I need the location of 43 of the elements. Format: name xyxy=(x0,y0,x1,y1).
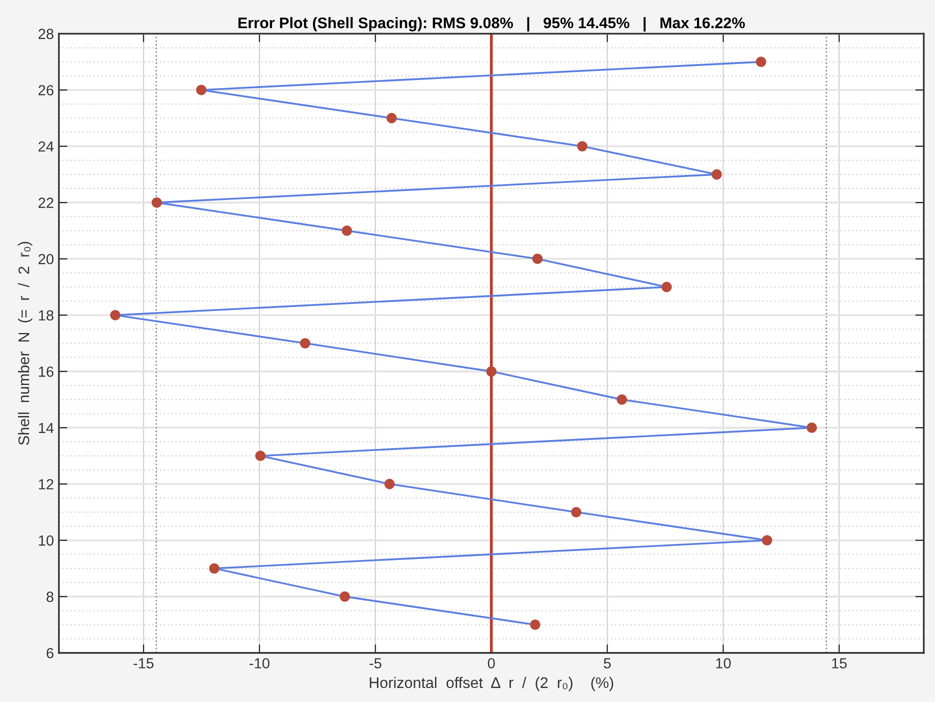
point xyxy=(486,366,497,377)
point xyxy=(532,254,543,264)
point xyxy=(712,169,722,180)
chart-title: Error Plot (Shell Spacing): RMS 9.08% | 95% 14.45% | Max 16.22% xyxy=(238,17,745,32)
point xyxy=(340,591,350,602)
y-tick-label: 10 xyxy=(38,535,54,546)
point xyxy=(756,56,766,68)
point xyxy=(577,141,588,152)
y-tick-label: 20 xyxy=(38,254,54,264)
point xyxy=(152,197,162,208)
y-tick-label: 6 xyxy=(46,648,54,658)
y-tick-label: 18 xyxy=(38,310,54,321)
x-tick-label: -10 xyxy=(250,658,270,668)
point xyxy=(196,84,206,96)
point xyxy=(806,422,817,433)
y-tick-label: 28 xyxy=(38,28,54,40)
y-tick-label: 12 xyxy=(38,479,54,490)
x-tick-label: 0 xyxy=(488,658,495,668)
x-tick-label: 5 xyxy=(604,658,611,668)
point xyxy=(342,226,352,236)
x-tick-label: -5 xyxy=(370,658,382,668)
x-tick-label: -15 xyxy=(134,658,154,668)
y-tick-label: 16 xyxy=(38,366,54,377)
point xyxy=(110,310,120,320)
point xyxy=(300,338,310,348)
point xyxy=(616,394,628,405)
y-axis-title: Shell number N (= r / 2 r₀) xyxy=(18,242,32,445)
x-tick-label: 15 xyxy=(832,658,847,668)
point xyxy=(571,506,582,518)
y-tick-label: 14 xyxy=(38,422,54,433)
point xyxy=(661,282,672,292)
point xyxy=(209,563,220,574)
y-tick-label: 24 xyxy=(38,141,54,152)
y-tick-label: 22 xyxy=(38,198,54,208)
point xyxy=(762,535,772,546)
x-tick-label: 10 xyxy=(716,658,731,668)
point xyxy=(386,112,397,124)
point xyxy=(384,478,395,490)
point xyxy=(255,450,266,462)
point xyxy=(530,620,540,630)
x-axis-title: Horizontal offset Δ r / (2 r₀) (%) xyxy=(370,676,614,692)
y-tick-label: 26 xyxy=(38,85,54,96)
y-tick-label: 8 xyxy=(46,592,54,602)
